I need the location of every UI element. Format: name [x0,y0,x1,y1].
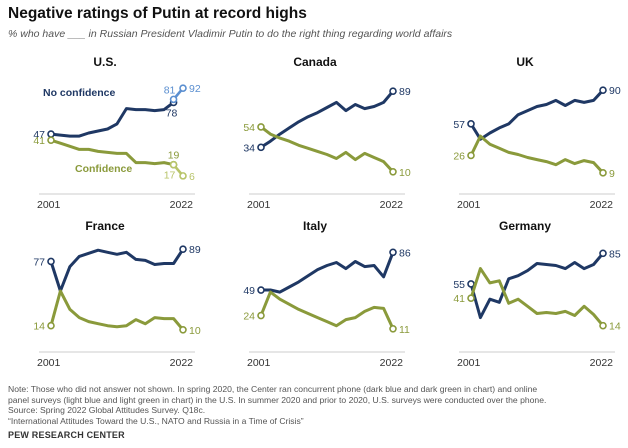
series-line-confidence-france [49,289,185,332]
series-label-no-confidence: No confidence [43,87,116,99]
data-label-start-confidence-u-s: 41 [33,135,45,147]
x-tick-end-italy: 2022 [380,357,404,369]
start-point-confidence-uk [467,151,475,160]
data-label-start-no-confidence-u-s: 47 [33,129,45,141]
data-label-end-no-confidence-italy: 86 [399,247,411,259]
series-line-confidence-uk [469,134,605,175]
series-line-no-confidence-italy [259,250,395,294]
data-label-start-no-confidence-germany: 55 [453,279,465,291]
end-point-confidence-italy [389,324,397,333]
end-point-no-confidence-italy [389,248,397,257]
series-line-no-confidence-france [49,247,185,293]
data-label-start-confidence-canada: 54 [243,122,255,134]
data-label-end-no-confidence-germany: 85 [609,248,621,260]
data-label-start-confidence-uk: 26 [453,150,465,162]
data-label-start-no-confidence-italy: 49 [243,285,255,297]
start-point-confidence-france [47,321,55,330]
panel-title-france: France [85,219,125,233]
source-text: Source: Spring 2022 Global Attitudes Sur… [8,405,206,416]
end-point-confidence-uk [599,169,607,177]
panel-title-canada: Canada [293,55,337,69]
x-tick-start-uk: 2001 [457,199,481,211]
end-point-confidence-us [179,172,187,180]
data-label-start-no-confidence-canada: 34 [243,142,255,154]
panel-title-italy: Italy [303,219,327,233]
series-line-no-confidence-canada [259,89,395,149]
start-point-no-confidence-italy [257,286,265,294]
report-title: “International Attitudes Toward the U.S.… [8,415,304,426]
chart-notes: Note: Those who did not answer not shown… [8,384,620,426]
start-point-no-confidence-u-s [47,130,55,138]
online-point-no-confidence-us [169,95,178,104]
x-tick-end-canada: 2022 [380,199,404,211]
end-point-no-confidence-germany [599,249,607,258]
start-point-confidence-u-s [47,136,55,144]
x-tick-start-canada: 2001 [247,199,271,211]
start-point-no-confidence-uk [467,120,475,128]
chart-title: Negative ratings of Putin at record high… [8,5,307,22]
data-label-end-confidence-uk: 9 [609,168,615,180]
data-label-start-confidence-germany: 41 [453,293,465,305]
panel-title-germany: Germany [499,219,551,233]
data-label-end-no-confidence-uk: 90 [609,85,621,97]
end-point-no-confidence-us [179,84,187,92]
online-point-confidence-us [169,160,178,169]
data-label-start-confidence-italy: 24 [243,311,255,323]
data-label-end-confidence-germany: 14 [609,321,621,333]
data-label-start-no-confidence-uk: 57 [453,119,465,131]
data-label-online-no-confidence-us: 81 [164,84,176,96]
data-label-end-confidence-france: 10 [189,325,201,337]
data-label-end-confidence-canada: 10 [399,167,411,179]
end-point-no-confidence-uk [599,86,607,94]
start-point-confidence-italy [257,311,265,320]
start-point-confidence-germany [467,294,475,302]
x-tick-end-u-s: 2022 [170,199,194,211]
end-point-confidence-france [179,325,187,334]
note-text-continued: panel surveys (light blue and light gree… [8,394,547,405]
data-label-phone-no-confidence-us: 78 [166,107,178,119]
data-label-end-confidence-italy: 11 [399,324,410,336]
series-line-confidence-italy [259,290,395,331]
start-point-no-confidence-canada [257,143,265,152]
series-line-confidence-canada [259,125,395,174]
series-label-confidence: Confidence [75,163,132,175]
end-point-confidence-germany [599,321,607,330]
series-line-no-confidence-germany [469,251,605,320]
end-point-no-confidence-france [179,245,187,254]
x-tick-start-italy: 2001 [247,357,271,369]
chart-subtitle: % who have ___ in Russian President Vlad… [8,28,453,40]
x-tick-end-uk: 2022 [590,199,614,211]
data-label-start-no-confidence-france: 77 [33,256,45,268]
data-label-end-confidence-u-s: 6 [189,171,195,183]
series-line-confidence-u-s [49,138,176,167]
x-tick-start-germany: 2001 [457,357,481,369]
end-point-no-confidence-canada [389,87,397,96]
end-point-confidence-canada [389,168,397,176]
x-tick-start-france: 2001 [37,357,61,369]
x-tick-start-u-s: 2001 [37,199,61,211]
note-text: Note: Those who did not answer not shown… [8,384,538,394]
data-label-phone-confidence-us: 19 [168,150,180,162]
data-label-end-no-confidence-france: 89 [189,244,201,256]
panel-title-u-s: U.S. [93,55,116,69]
data-label-start-confidence-france: 14 [33,321,45,333]
series-line-confidence-germany [469,267,605,328]
start-point-confidence-canada [257,123,265,131]
pew-research-center-logo: PEW RESEARCH CENTER [8,430,125,440]
data-label-end-no-confidence-u-s: 92 [189,83,201,95]
start-point-no-confidence-france [47,257,55,266]
panel-title-uk: UK [516,55,534,69]
series-line-no-confidence-u-s [49,100,176,138]
series-line-no-confidence-uk [469,88,605,141]
start-point-no-confidence-germany [467,280,475,288]
x-tick-end-france: 2022 [170,357,194,369]
data-label-online-confidence-us: 17 [164,170,176,182]
x-tick-end-germany: 2022 [590,357,614,369]
data-label-end-no-confidence-canada: 89 [399,86,411,98]
